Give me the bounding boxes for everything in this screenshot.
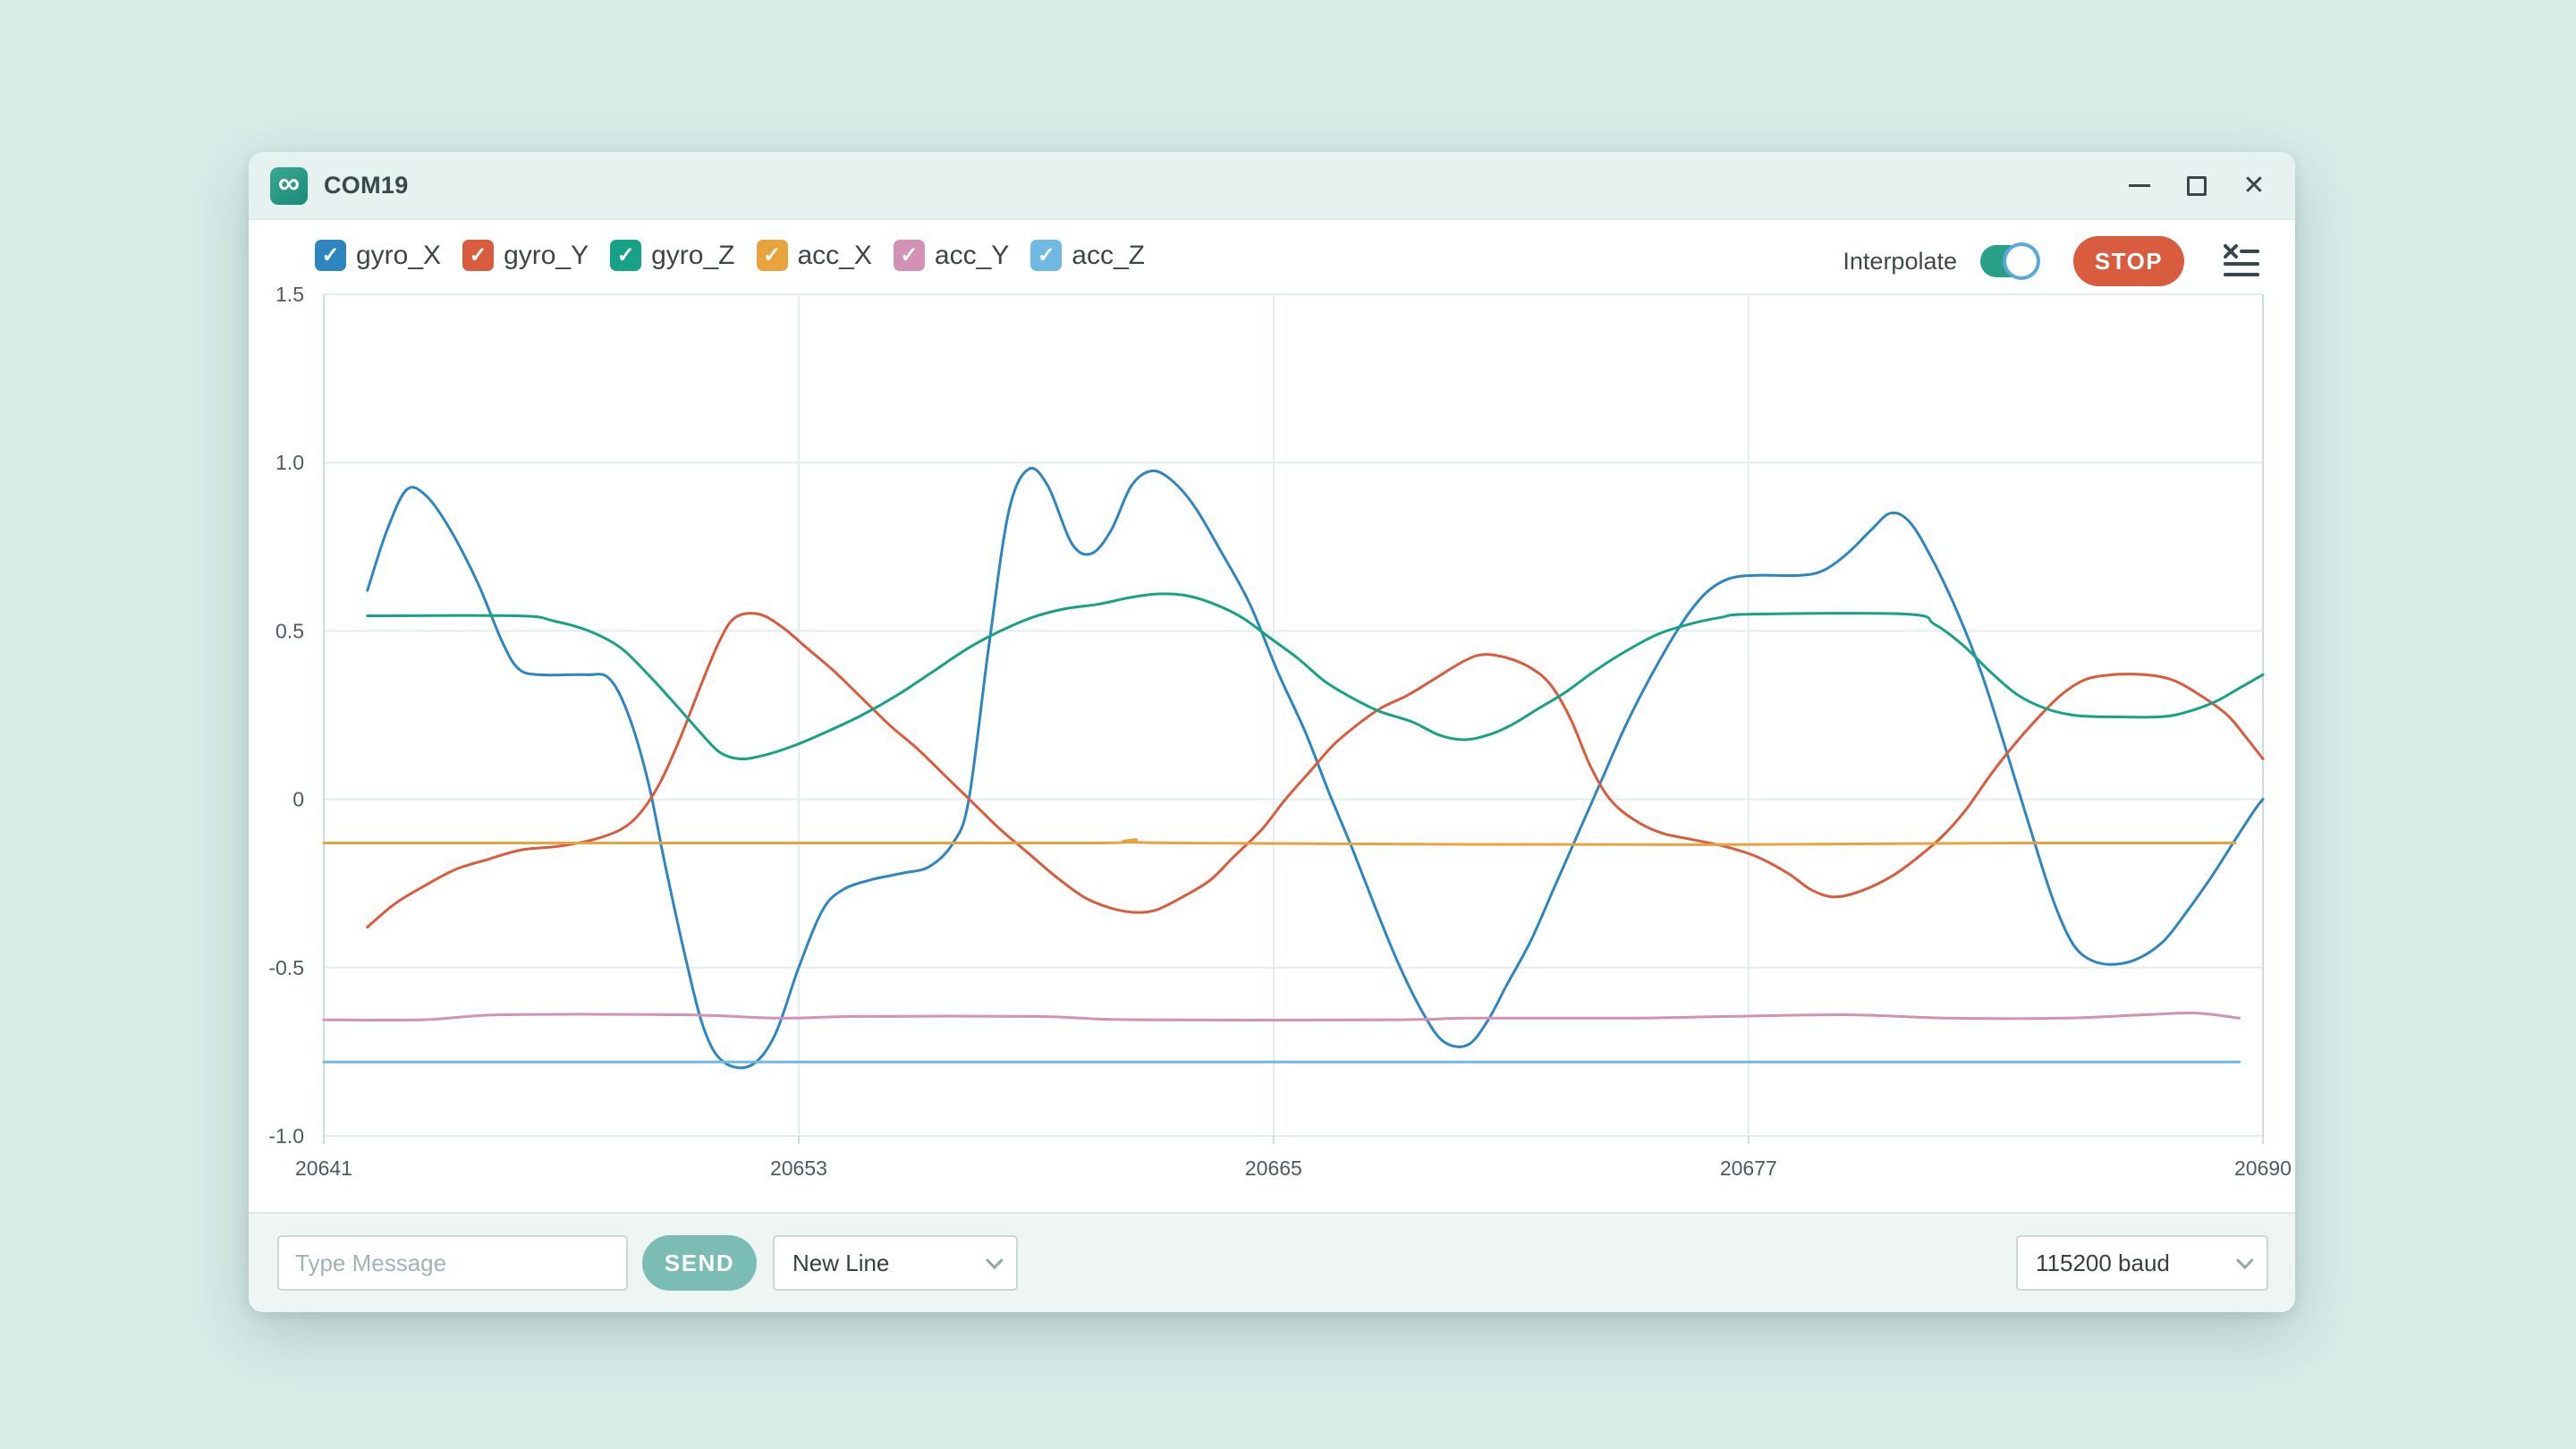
close-button[interactable]: ✕ <box>2225 161 2283 211</box>
clear-plot-button[interactable] <box>2220 240 2263 283</box>
x-tick-label: 20641 <box>295 1157 352 1180</box>
titlebar: ∞ COM19 ✕ <box>249 152 2295 220</box>
y-tick-label: 1.0 <box>275 451 304 474</box>
maximize-icon <box>2187 175 2207 196</box>
series-legend: ✓ gyro_X ✓ gyro_Y ✓ gyro_Z ✓ acc_X ✓ acc_Y ✓ acc_Z <box>315 240 1145 271</box>
legend-label: acc_Y <box>934 240 1010 270</box>
y-tick-label: 0 <box>292 788 304 811</box>
chevron-down-icon <box>2235 1251 2254 1270</box>
legend-label: gyro_Y <box>504 240 589 270</box>
series-line-gyro_X <box>366 467 2265 1070</box>
legend-item-acc_Z[interactable]: ✓ acc_Z <box>1030 240 1145 271</box>
series-line-gyro_Y <box>366 612 2265 929</box>
window-title: COM19 <box>324 172 409 199</box>
x-tick-label: 20677 <box>1720 1157 1777 1180</box>
line-ending-select[interactable]: New Line <box>773 1235 1018 1291</box>
baud-rate-value: 115200 baud <box>2036 1249 2170 1276</box>
legend-checkbox-gyro_X[interactable]: ✓ <box>315 240 346 271</box>
legend-item-gyro_X[interactable]: ✓ gyro_X <box>315 240 441 271</box>
message-input[interactable] <box>277 1235 628 1291</box>
legend-checkbox-gyro_Z[interactable]: ✓ <box>610 240 642 271</box>
maximize-button[interactable] <box>2168 161 2225 211</box>
legend-checkbox-acc_X[interactable]: ✓ <box>756 240 788 271</box>
legend-item-gyro_Z[interactable]: ✓ gyro_Z <box>610 240 735 271</box>
y-tick-label: -1.0 <box>268 1124 304 1148</box>
legend-label: acc_Z <box>1072 240 1145 270</box>
plot-toolbar: Interpolate STOP <box>1843 236 2263 286</box>
legend-item-gyro_Y[interactable]: ✓ gyro_Y <box>462 240 589 271</box>
clear-plot-icon <box>2224 244 2259 276</box>
toggle-knob <box>2006 246 2037 276</box>
minimize-icon <box>2129 184 2150 187</box>
legend-checkbox-gyro_Y[interactable]: ✓ <box>462 240 495 271</box>
plot-canvas: 1.5 1.0 0.5 0 -0.5 -1.0 20641 20653 20665 20677 20… <box>268 283 2292 1180</box>
interpolate-toggle[interactable] <box>1980 245 2038 277</box>
legend-label: gyro_Z <box>651 240 735 270</box>
arduino-app-icon: ∞ <box>270 166 308 205</box>
legend-checkbox-acc_Z[interactable]: ✓ <box>1030 240 1063 271</box>
y-tick-label: 0.5 <box>275 619 304 642</box>
legend-label: acc_X <box>797 240 872 270</box>
send-button[interactable]: SEND <box>642 1235 757 1291</box>
stop-button[interactable]: STOP <box>2073 236 2184 286</box>
minimize-button[interactable] <box>2111 161 2168 211</box>
x-tick-label: 20690 <box>2234 1157 2292 1180</box>
y-tick-label: -0.5 <box>268 956 304 979</box>
series-line-gyro_Z <box>366 592 2265 761</box>
x-tick-label: 20665 <box>1245 1157 1302 1180</box>
x-tick-label: 20653 <box>770 1157 827 1180</box>
serial-plotter-window: ∞ COM19 ✕ ✓ gyro_X ✓ gyro_Y ✓ gyro_Z ✓ acc_X ✓ ac… <box>249 152 2295 1312</box>
baud-rate-select[interactable]: 115200 baud <box>2016 1235 2268 1291</box>
legend-checkbox-acc_Y[interactable]: ✓ <box>893 240 925 271</box>
serial-input-bar: SEND New Line 115200 baud <box>249 1212 2295 1312</box>
close-icon: ✕ <box>2242 170 2266 200</box>
legend-label: gyro_X <box>356 240 442 270</box>
line-ending-value: New Line <box>792 1249 890 1276</box>
legend-item-acc_Y[interactable]: ✓ acc_Y <box>893 240 1010 271</box>
legend-item-acc_X[interactable]: ✓ acc_X <box>756 240 872 271</box>
interpolate-label: Interpolate <box>1843 247 1957 275</box>
chevron-down-icon <box>985 1251 1004 1270</box>
series-line-acc_Y <box>322 1011 2241 1022</box>
series-line-acc_X <box>322 838 2237 846</box>
plot-main-area: ✓ gyro_X ✓ gyro_Y ✓ gyro_Z ✓ acc_X ✓ acc_Y ✓ acc_Z … <box>249 220 2295 1212</box>
y-tick-label: 1.5 <box>275 283 304 306</box>
